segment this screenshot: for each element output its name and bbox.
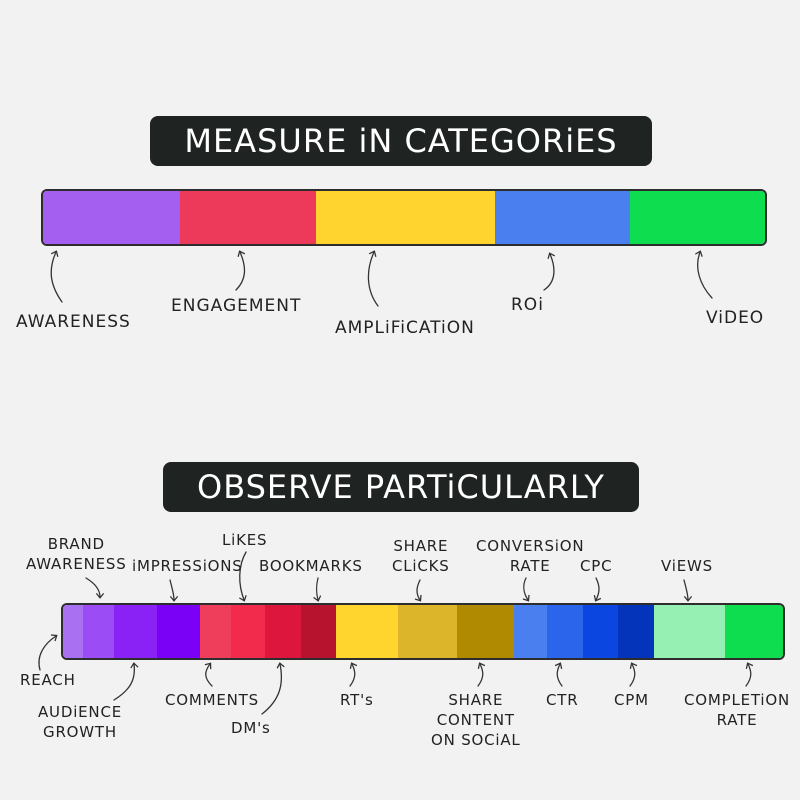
segment-impressions [157,605,200,658]
segment-amplification [316,191,495,244]
arrow-share-content [477,662,486,687]
arrow-audience-growth [113,662,139,701]
title-measure-in-categories: MEASURE iN CATEGORiES [150,116,652,166]
segment-dms [265,605,301,658]
arrow-impressions [169,579,179,602]
segment-likes [231,605,265,658]
segment-rts [336,605,398,658]
category-bar [41,189,767,246]
segment-engagement [180,191,316,244]
segment-share-content [457,605,514,658]
label-brand-awareness: BRAND AWARENESS [26,535,127,573]
segment-views [654,605,725,658]
segment-audience-growth [114,605,157,658]
label-conversion-rate: CONVERSiON RATE [476,537,585,575]
arrow-cpm [629,662,638,687]
label-reach: REACH [20,671,76,689]
arrow-completion-rate [745,662,754,687]
arrow-video [694,250,713,299]
arrow-conversion-rate [522,577,530,602]
arrow-awareness [50,250,63,303]
segment-video [630,191,765,244]
label-audience-growth: AUDiENCE GROWTH [38,703,123,741]
segment-share-clicks [398,605,457,658]
label-roi: ROi [511,295,544,315]
label-completion-rate: COMPLETiON RATE [684,691,790,729]
arrow-brand-awareness [85,577,105,599]
arrow-ctr [554,662,563,687]
segment-conversion-rate [514,605,547,658]
segment-cpc [583,605,618,658]
label-share-content: SHARE CONTENT ON SOCiAL [431,691,521,749]
arrow-bookmarks [313,577,322,602]
arrow-amplification [367,250,379,307]
label-share-clicks: SHARE CLiCKS [392,537,450,575]
arrow-views [683,579,693,602]
segment-comments [200,605,231,658]
segment-bookmarks [301,605,336,658]
label-amplification: AMPLiFiCATiON [335,318,475,338]
label-engagement: ENGAGEMENT [171,296,302,316]
arrow-comments [204,662,213,687]
label-cpm: CPM [614,691,649,709]
label-awareness: AWARENESS [16,312,131,332]
segment-completion-rate [725,605,783,658]
arrow-cpc [593,577,602,602]
segment-ctr [547,605,583,658]
label-impressions: iMPRESSiONS [132,557,243,575]
arrow-dms [261,662,285,715]
label-views: ViEWS [661,557,713,575]
arrow-rts [349,662,358,687]
label-video: ViDEO [706,308,765,328]
arrow-engagement [235,250,246,291]
arrow-roi [543,252,556,291]
label-rts: RT's [340,691,374,709]
segment-awareness [43,191,180,244]
title-observe-particularly: OBSERVE PARTiCULARLY [163,462,639,512]
segment-roi [495,191,630,244]
arrow-reach [38,634,58,671]
segment-brand-awareness [83,605,114,658]
arrow-share-clicks [414,579,422,602]
segment-cpm [618,605,654,658]
label-likes: LiKES [222,531,268,549]
label-bookmarks: BOOKMARKS [259,557,363,575]
metric-bar [61,603,785,660]
label-dms: DM's [231,719,271,737]
label-cpc: CPC [580,557,613,575]
segment-reach [63,605,83,658]
label-ctr: CTR [546,691,579,709]
label-comments: COMMENTS [165,691,259,709]
